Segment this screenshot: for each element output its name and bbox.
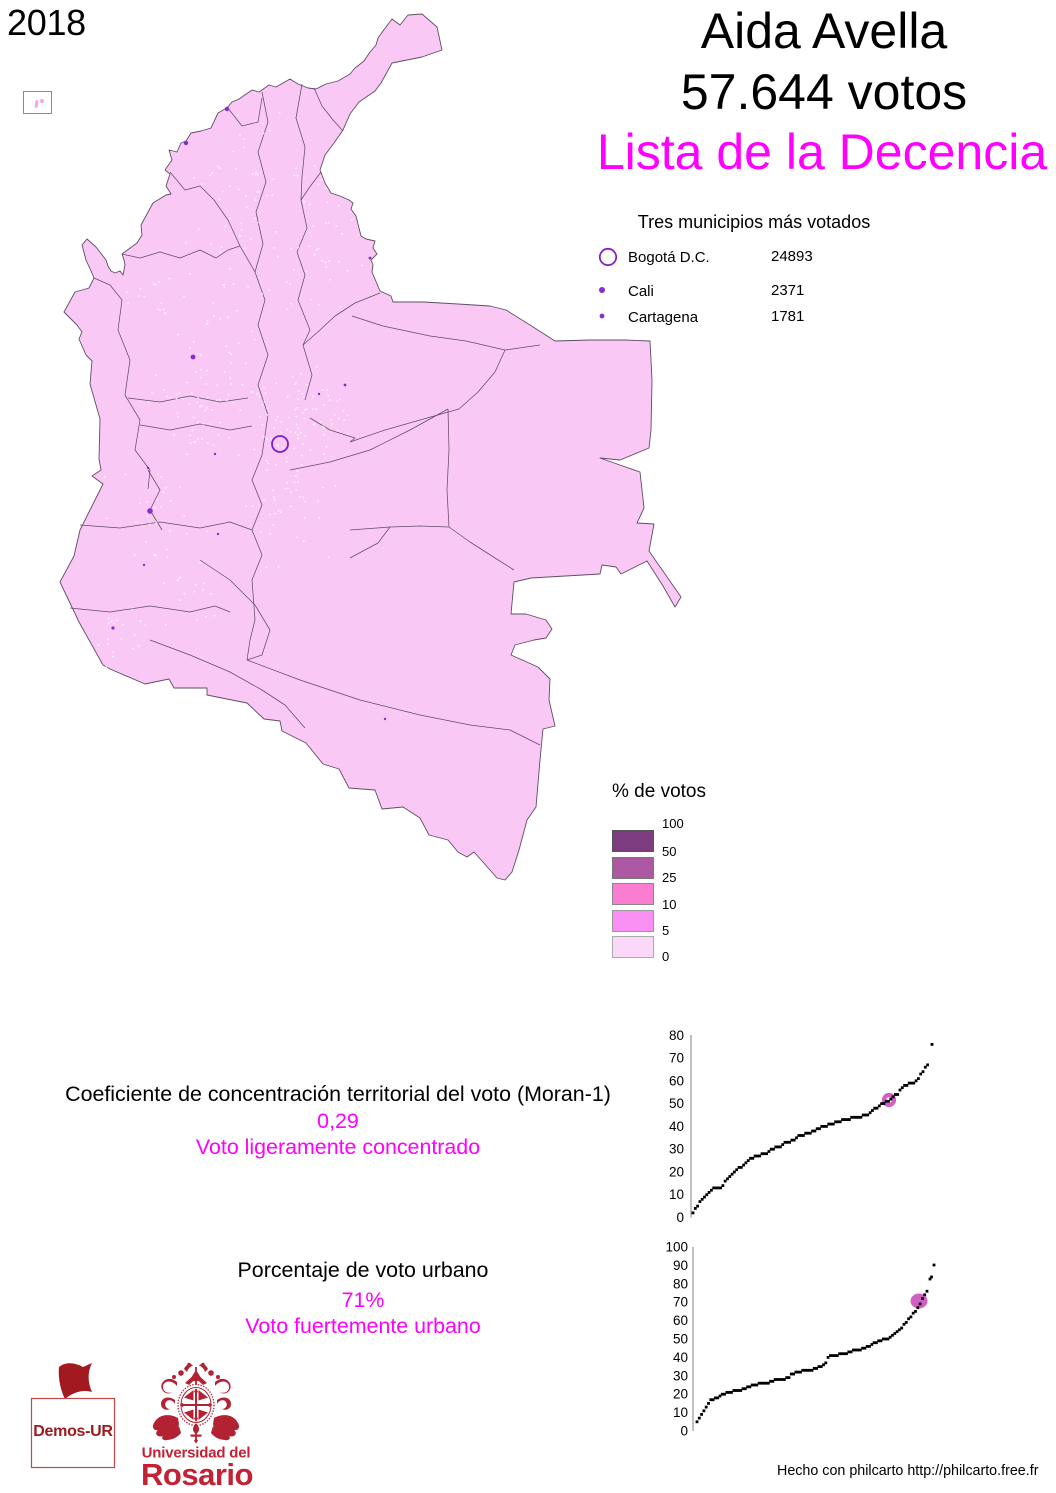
svg-text:10: 10	[673, 1405, 688, 1420]
svg-text:30: 30	[669, 1142, 684, 1157]
svg-text:40: 40	[669, 1119, 684, 1134]
svg-text:80: 80	[673, 1276, 688, 1291]
svg-text:20: 20	[673, 1387, 688, 1402]
svg-text:40: 40	[673, 1350, 688, 1365]
svg-text:Demos-UR: Demos-UR	[33, 1423, 113, 1440]
svg-text:60: 60	[669, 1073, 684, 1088]
svg-text:70: 70	[669, 1051, 684, 1066]
svg-text:Universidad del: Universidad del	[142, 1445, 251, 1462]
svg-text:Rosario: Rosario	[141, 1457, 253, 1492]
svg-text:80: 80	[669, 1028, 684, 1043]
svg-text:30: 30	[673, 1368, 688, 1383]
svg-text:50: 50	[669, 1096, 684, 1111]
svg-text:0: 0	[676, 1210, 684, 1225]
svg-text:90: 90	[673, 1258, 688, 1273]
svg-text:10: 10	[669, 1187, 684, 1202]
svg-text:70: 70	[673, 1295, 688, 1310]
svg-text:50: 50	[673, 1332, 688, 1347]
svg-text:60: 60	[673, 1313, 688, 1328]
svg-text:0: 0	[680, 1424, 688, 1439]
svg-text:100: 100	[665, 1240, 688, 1255]
svg-text:20: 20	[669, 1165, 684, 1180]
